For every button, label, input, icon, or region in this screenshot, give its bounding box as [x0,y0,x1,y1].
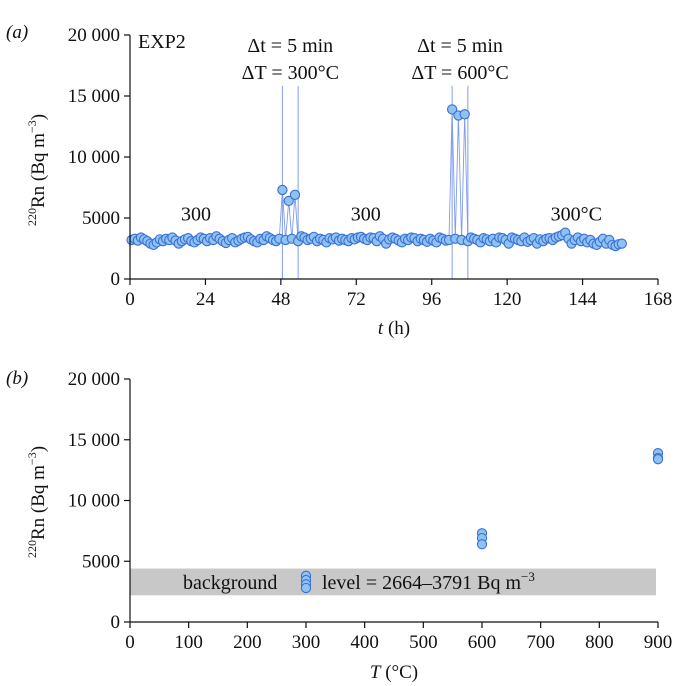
panel-a-x-tick-label: 24 [196,289,216,310]
panel-a-ylabel-iso: 220 [25,208,39,226]
panel-b-data-point [300,582,312,594]
panel-b-y-tick-label: 20 000 [68,369,120,390]
panel-b-x-tick-label: 800 [585,632,614,653]
panel-a-experiment-label: EXP2 [138,31,186,53]
panel-b-x-tick-label: 0 [125,632,135,653]
panel-a-data-point [459,109,470,120]
panel-b-y-axis-label: 220Rn (Bq m−3) [25,446,49,558]
panel-a-x-tick-label: 96 [422,289,441,310]
panel-a-label: (a) [6,22,28,43]
event-window-duration-label: Δt = 5 min [417,35,503,57]
background-band-label-exp: −3 [521,569,535,584]
panel-b-y-tick-label: 15 000 [68,430,120,451]
panel-a-data-point [277,184,288,196]
panel-b-y-tick-label: 0 [111,612,121,633]
background-band-label-right-main: level = 2664–3791 Bq m [322,572,521,594]
background-band-label-left: background [183,572,277,594]
panel-b-y-tick-label: 10 000 [68,491,120,512]
panel-b: (b) 220Rn (Bq m−3) background level = 266… [6,368,672,683]
segment-temperature-label: 300 [351,203,381,225]
panel-b-label: (b) [6,368,28,389]
background-band-label-right: level = 2664–3791 Bq m−3 [322,569,535,594]
panel-a-data-point [283,195,294,207]
panel-b-xlabel-var: T [370,662,382,683]
panel-b-y-tick-label: 5000 [82,551,120,572]
panel-b-x-tick-label: 500 [409,632,438,653]
panel-a-y-axis-label: 220Rn (Bq m−3) [25,114,49,226]
segment-temperature-label: 300 [181,203,211,225]
panel-a-ylabel-main: Rn (Bq m [28,133,49,208]
panel-b-x-tick-label: 100 [174,632,203,653]
background-band-rect [130,568,656,596]
event-window-temperature-label: ΔT = 300°C [242,62,339,84]
panel-a-annotations: 300 300 300°C [181,203,602,225]
event-window-duration-label: Δt = 5 min [247,35,333,57]
panel-b-points [300,447,664,594]
panel-b-xlabel-unit: (°C) [385,662,418,683]
panel-a-event-windows: Δt = 5 min ΔT = 300°C Δt = 5 min ΔT = 600°C [242,35,509,279]
panel-b-x-tick-label: 300 [292,632,321,653]
panel-a-ylabel-close: ) [28,114,49,120]
panel-b-x-tick-label: 700 [526,632,555,653]
panel-a-data-point [289,189,301,200]
panel-b-x-tick-label: 200 [233,632,262,653]
panel-b-x-axis-label: T (°C) [370,662,418,683]
panel-a-data-point [446,104,458,115]
panel-b-ylabel-main: Rn (Bq m [28,465,49,540]
panel-a-x-tick-label: 120 [493,289,522,310]
panel-a-y-tick-label: 5000 [82,208,120,229]
panel-b-x-tick-label: 900 [644,632,673,653]
panel-b-data-point [652,454,664,465]
panel-a-xlabel-unit: (h) [388,318,410,339]
panel-b-background-band: background level = 2664–3791 Bq m−3 [130,568,656,596]
panel-a-series-line [131,109,622,247]
panel-a-data-point [616,238,628,249]
panel-a-x-tick-label: 72 [347,289,366,310]
panel-a-x-tick-label: 48 [271,289,290,310]
panel-a-ylabel-exp: −3 [25,120,39,133]
panel-a: (a) EXP2 220Rn (Bq m−3) Δt = 5 min ΔT = 3… [6,22,672,339]
panel-a-x-axis-label: t (h) [378,318,410,339]
panel-b-data-point [476,539,488,550]
panel-a-x-tick-label: 168 [644,289,673,310]
panel-a-y-tick-label: 20 000 [68,25,120,46]
panel-b-x-tick-label: 400 [350,632,379,653]
panel-b-ylabel-exp: −3 [25,452,39,465]
panel-a-axes: 0 5000 10 000 15 000 20 000 0 24 48 72 96 120 144 16… [68,25,673,310]
segment-temperature-label: 300°C [551,203,602,225]
panel-b-ylabel-close: ) [28,446,49,452]
event-window-temperature-label: ΔT = 600°C [411,62,508,84]
panel-a-y-tick-label: 15 000 [68,86,120,107]
panel-a-y-tick-label: 0 [111,269,121,290]
panel-b-x-tick-label: 600 [468,632,497,653]
panel-a-y-tick-label: 10 000 [68,147,120,168]
panel-b-ylabel-iso: 220 [25,540,39,558]
panel-b-axes: 0 5000 10 000 15 000 20 000 0 100 200 300 400 500 6… [68,369,673,653]
panel-a-xlabel-var: t [378,318,384,339]
panel-a-x-tick-label: 144 [568,289,597,310]
panel-a-x-tick-label: 0 [125,289,135,310]
panel-a-series [126,104,628,252]
